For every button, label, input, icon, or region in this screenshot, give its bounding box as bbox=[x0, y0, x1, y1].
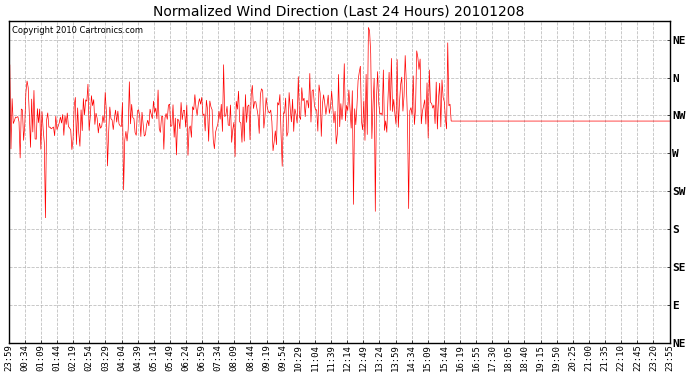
Text: Copyright 2010 Cartronics.com: Copyright 2010 Cartronics.com bbox=[12, 26, 143, 34]
Title: Normalized Wind Direction (Last 24 Hours) 20101208: Normalized Wind Direction (Last 24 Hours… bbox=[153, 4, 525, 18]
